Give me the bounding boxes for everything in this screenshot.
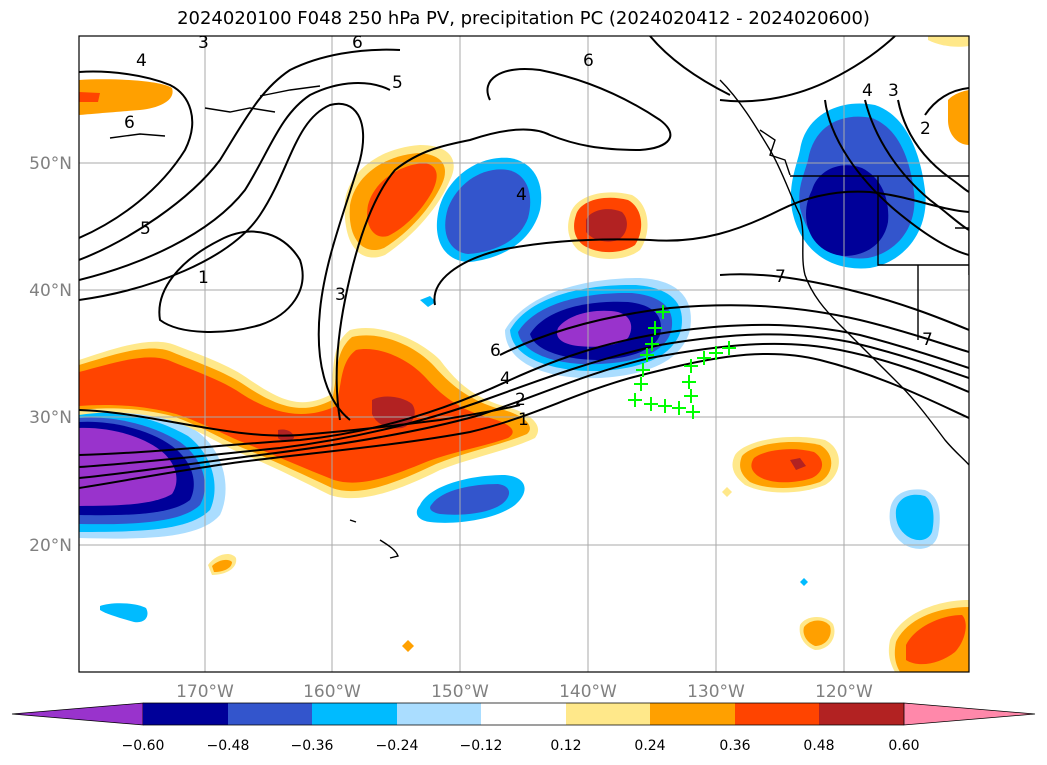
contour-label: 2 [920, 119, 931, 139]
contour-label: 4 [136, 51, 147, 71]
colorbar-cell-0 [11, 702, 144, 726]
contour-label: 5 [140, 219, 151, 239]
marker-layer [628, 305, 736, 419]
contour-label: 7 [922, 330, 933, 350]
lat-label-50n: 50°N [29, 154, 72, 174]
contour-label: 6 [352, 33, 363, 53]
colorbar-cell-3 [312, 703, 397, 725]
colorbar-cell-1 [143, 703, 228, 725]
precip-blob-pos-northwest-corner [79, 79, 173, 115]
latitude-labels: 50°N 40°N 30°N 20°N [29, 154, 72, 556]
contour-label: 5 [392, 73, 403, 93]
contour-label: 1 [198, 268, 209, 288]
lat-label-40n: 40°N [29, 281, 72, 301]
colorbar-cell-2 [228, 703, 312, 725]
contour-label: 6 [583, 51, 594, 71]
contour-label: 1 [518, 410, 529, 430]
colorbar-tick: 0.60 [888, 738, 919, 754]
contour-label: 6 [124, 113, 135, 133]
colorbar-cell-4 [397, 703, 481, 725]
colorbar-tick: 0.48 [803, 738, 834, 754]
colorbar-cell-7 [650, 703, 735, 725]
colorbar: −0.60 −0.48 −0.36 −0.24 −0.12 0.12 0.24 … [11, 702, 1036, 754]
contour-label: 4 [500, 369, 511, 389]
colorbar-cell-5 [481, 703, 566, 725]
colorbar-tick: −0.12 [460, 738, 503, 754]
lon-label-140w: 140°W [559, 682, 617, 702]
precip-fill-layer [79, 36, 969, 672]
colorbar-tick: −0.24 [376, 738, 419, 754]
colorbar-tick: −0.48 [207, 738, 250, 754]
contour-label: 4 [862, 81, 873, 101]
colorbar-tick: 0.12 [550, 738, 581, 754]
colorbar-tick: 0.24 [634, 738, 665, 754]
coastline-layer [109, 79, 969, 559]
longitude-labels: 170°W 160°W 150°W 140°W 130°W 120°W [176, 682, 873, 702]
contour-label: 3 [335, 285, 346, 305]
colorbar-cell-10 [903, 702, 1036, 726]
colorbar-tick: 0.36 [719, 738, 750, 754]
lon-label-130w: 130°W [687, 682, 745, 702]
lon-label-160w: 160°W [303, 682, 361, 702]
contour-label: 3 [198, 33, 209, 53]
colorbar-cell-9 [819, 703, 904, 725]
lon-label-150w: 150°W [431, 682, 489, 702]
contour-label: 6 [490, 341, 501, 361]
graticule [79, 36, 969, 672]
colorbar-tick: −0.36 [291, 738, 334, 754]
lat-label-30n: 30°N [29, 408, 72, 428]
map-panel: 3 6 4 6 5 4 3 2 6 5 1 4 3 7 6 4 2 1 7 [78, 33, 970, 673]
contour-label: 7 [775, 267, 786, 287]
map-title: 2024020100 F048 250 hPa PV, precipitatio… [177, 8, 870, 29]
colorbar-cell-6 [566, 703, 650, 725]
colorbar-cell-8 [735, 703, 819, 725]
contour-label: 4 [516, 185, 527, 205]
pv-contour-layer [79, 36, 969, 489]
contour-label: 2 [515, 390, 526, 410]
lon-label-170w: 170°W [176, 682, 234, 702]
lon-label-120w: 120°W [815, 682, 873, 702]
contour-label-layer: 3 6 4 6 5 4 3 2 6 5 1 4 3 7 6 4 2 1 7 [124, 33, 933, 430]
lat-label-20n: 20°N [29, 536, 72, 556]
contour-label: 3 [888, 81, 899, 101]
colorbar-tick: −0.60 [122, 738, 165, 754]
